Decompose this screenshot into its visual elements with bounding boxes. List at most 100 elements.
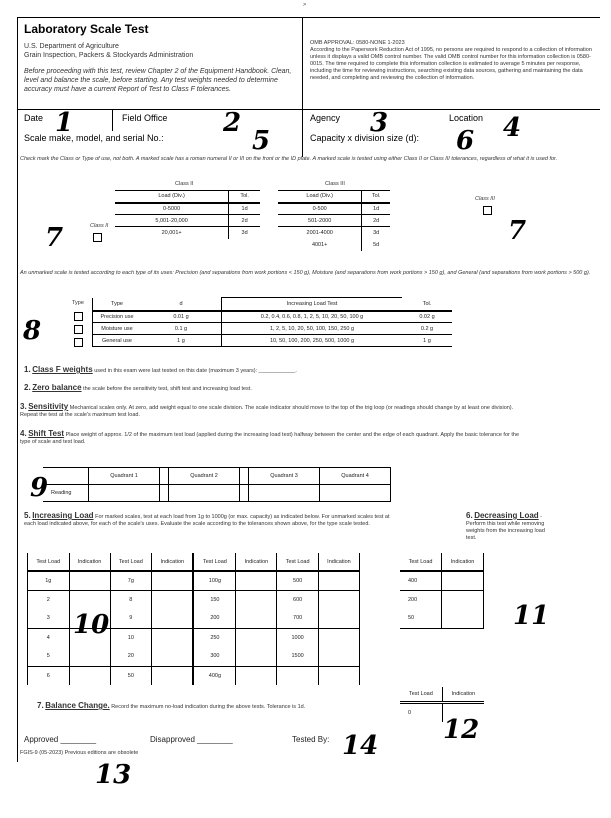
reading-input[interactable] — [248, 484, 320, 502]
indication-input[interactable] — [441, 590, 484, 609]
header-cell: Test Load — [276, 553, 319, 571]
indication-input[interactable] — [68, 609, 111, 628]
marker: 13 — [95, 760, 132, 790]
marker: 10 — [73, 610, 110, 640]
indication-input[interactable] — [68, 571, 111, 590]
indication-input[interactable] — [235, 666, 277, 685]
indication-input[interactable] — [151, 571, 194, 590]
indication-input[interactable] — [235, 628, 277, 647]
header-cell: Quadrant 3 — [248, 467, 320, 485]
disapproved-field[interactable]: Disapproved ________ — [150, 735, 233, 744]
indication-input[interactable] — [317, 628, 360, 647]
indication-input[interactable] — [235, 647, 277, 666]
table-cell: 3d — [373, 229, 380, 236]
divider — [112, 109, 113, 131]
table-cell: 1 g — [141, 334, 222, 347]
class-iii-title: Class III — [325, 181, 345, 187]
indication-input[interactable] — [68, 666, 111, 685]
table-cell: 2d — [241, 217, 248, 224]
header-cell: Tol. — [422, 300, 432, 307]
step-balance-change: 7. Balance Change. Record the maximum no… — [37, 701, 306, 711]
marker: 2 — [223, 108, 242, 138]
marker: 5 — [252, 126, 271, 156]
step-zero-balance: 2. Zero balance the scale before the sen… — [24, 383, 252, 393]
table-cell: 0-5000 — [115, 202, 230, 215]
table-cell: General use — [102, 337, 132, 344]
indication-input[interactable] — [235, 609, 277, 628]
marker: 8 — [23, 316, 42, 346]
table-cell: 4001+ — [278, 238, 363, 251]
divider — [302, 17, 303, 157]
test-load-cell: 8 — [109, 590, 152, 609]
test-load-cell: 400g — [192, 666, 236, 685]
class-iii-label: Class III — [475, 196, 495, 202]
tested-by-field[interactable]: Tested By: — [292, 735, 330, 744]
test-load-cell — [276, 666, 319, 685]
class-ii-title: Class II — [175, 181, 194, 187]
field-office-label: Field Office — [122, 113, 168, 123]
divider — [17, 109, 600, 110]
header-cell: Test Load — [109, 553, 152, 571]
indication-input[interactable] — [317, 666, 360, 685]
approved-field[interactable]: Approved ________ — [24, 735, 97, 744]
table-cell: 5,001-20,000 — [115, 214, 230, 227]
indication-input[interactable] — [68, 628, 111, 647]
agency-name: Grain Inspection, Packers & Stockyards A… — [24, 52, 194, 59]
indication-input[interactable] — [151, 666, 194, 685]
indication-input[interactable] — [441, 571, 484, 590]
precision-checkbox[interactable] — [74, 312, 83, 321]
header-cell: Test Load — [192, 553, 236, 571]
indication-input[interactable] — [317, 571, 360, 590]
indication-input[interactable] — [68, 590, 111, 609]
table-cell: 0.01 g — [141, 310, 222, 323]
test-load-cell: 700 — [276, 609, 319, 628]
test-load-cell: 200 — [400, 590, 443, 609]
indication-input[interactable] — [235, 590, 277, 609]
indication-input[interactable] — [151, 609, 194, 628]
general-checkbox[interactable] — [74, 338, 83, 347]
page-mark: > — [303, 2, 307, 8]
table-cell: 0 — [400, 702, 443, 722]
header-cell: Test Load — [400, 553, 443, 571]
indication-input[interactable] — [151, 628, 194, 647]
test-load-cell: 3 — [27, 609, 70, 628]
test-load-cell: 400 — [400, 571, 443, 590]
header-cell: Quadrant 1 — [88, 467, 160, 485]
step-sensitivity: 3. Sensitivity Mechanical scales only. A… — [20, 402, 514, 419]
indication-input[interactable] — [441, 609, 484, 628]
form-number: FGIS-9 (05-2023) Previous editions are o… — [20, 750, 139, 756]
marker: 7 — [45, 223, 64, 253]
capacity-label: Capacity x division size (d): — [310, 133, 420, 143]
reading-label: Reading — [43, 484, 89, 502]
table-cell: 1, 2, 5, 10, 20, 50, 100, 150, 250 g — [269, 325, 355, 332]
header-cell: Quadrant 2 — [168, 467, 240, 485]
test-load-cell: 1000 — [276, 628, 319, 647]
date-label: Date — [24, 113, 44, 123]
indication-input[interactable] — [151, 590, 194, 609]
indication-input[interactable] — [317, 590, 360, 609]
table-cell: 0.2, 0.4, 0.6, 0.8, 1, 2, 5, 10, 20, 50,… — [260, 313, 364, 320]
table-cell: 0-500 — [278, 202, 363, 215]
divider — [17, 17, 18, 762]
marker: 9 — [30, 473, 49, 503]
moisture-checkbox[interactable] — [74, 325, 83, 334]
reading-input[interactable] — [319, 484, 391, 502]
reading-input[interactable] — [168, 484, 240, 502]
class-iii-table: Load (Div.) Tol. 0-500 1d 501-2000 2d 2001-… — [278, 190, 390, 251]
header-cell: Type — [111, 300, 123, 307]
omb-title: OMB APPROVAL: 0580-NONE 1-2023 — [310, 40, 405, 46]
reading-input[interactable] — [88, 484, 160, 502]
indication-input[interactable] — [317, 609, 360, 628]
class-iii-checkbox[interactable] — [483, 206, 492, 215]
step-decreasing-load: 6. Decreasing Load - Perform this test w… — [466, 511, 545, 542]
indication-input[interactable] — [235, 571, 277, 590]
indication-input[interactable] — [317, 647, 360, 666]
unmarked-note: An unmarked scale is tested according to… — [20, 270, 591, 276]
header-cell: Tol. — [371, 193, 381, 200]
class-ii-checkbox[interactable] — [93, 233, 102, 242]
scale-make-label: Scale make, model, and serial No.: — [24, 133, 164, 143]
table-cell: 2d — [373, 217, 380, 224]
indication-input[interactable] — [68, 647, 111, 666]
indication-input[interactable] — [151, 647, 194, 666]
type-label: Type — [72, 300, 84, 306]
